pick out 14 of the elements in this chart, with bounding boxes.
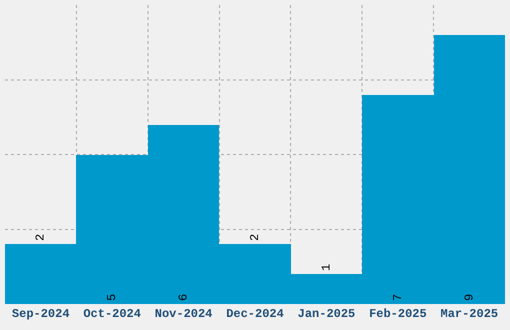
x-tick-label: Oct-2024 xyxy=(83,307,141,321)
x-tick-label: Mar-2025 xyxy=(440,307,498,321)
data-label: 2 xyxy=(248,234,262,241)
x-tick-label: Feb-2025 xyxy=(369,307,427,321)
data-label: 5 xyxy=(105,294,119,301)
data-label: 2 xyxy=(34,234,48,241)
data-label: 1 xyxy=(320,264,334,271)
x-tick-label: Sep-2024 xyxy=(12,307,70,321)
x-tick-label: Dec-2024 xyxy=(226,307,284,321)
data-label: 9 xyxy=(462,294,476,301)
data-label: 6 xyxy=(176,294,190,301)
x-tick-label: Jan-2025 xyxy=(298,307,356,321)
x-tick-label: Nov-2024 xyxy=(154,307,212,321)
data-label: 7 xyxy=(391,294,405,301)
